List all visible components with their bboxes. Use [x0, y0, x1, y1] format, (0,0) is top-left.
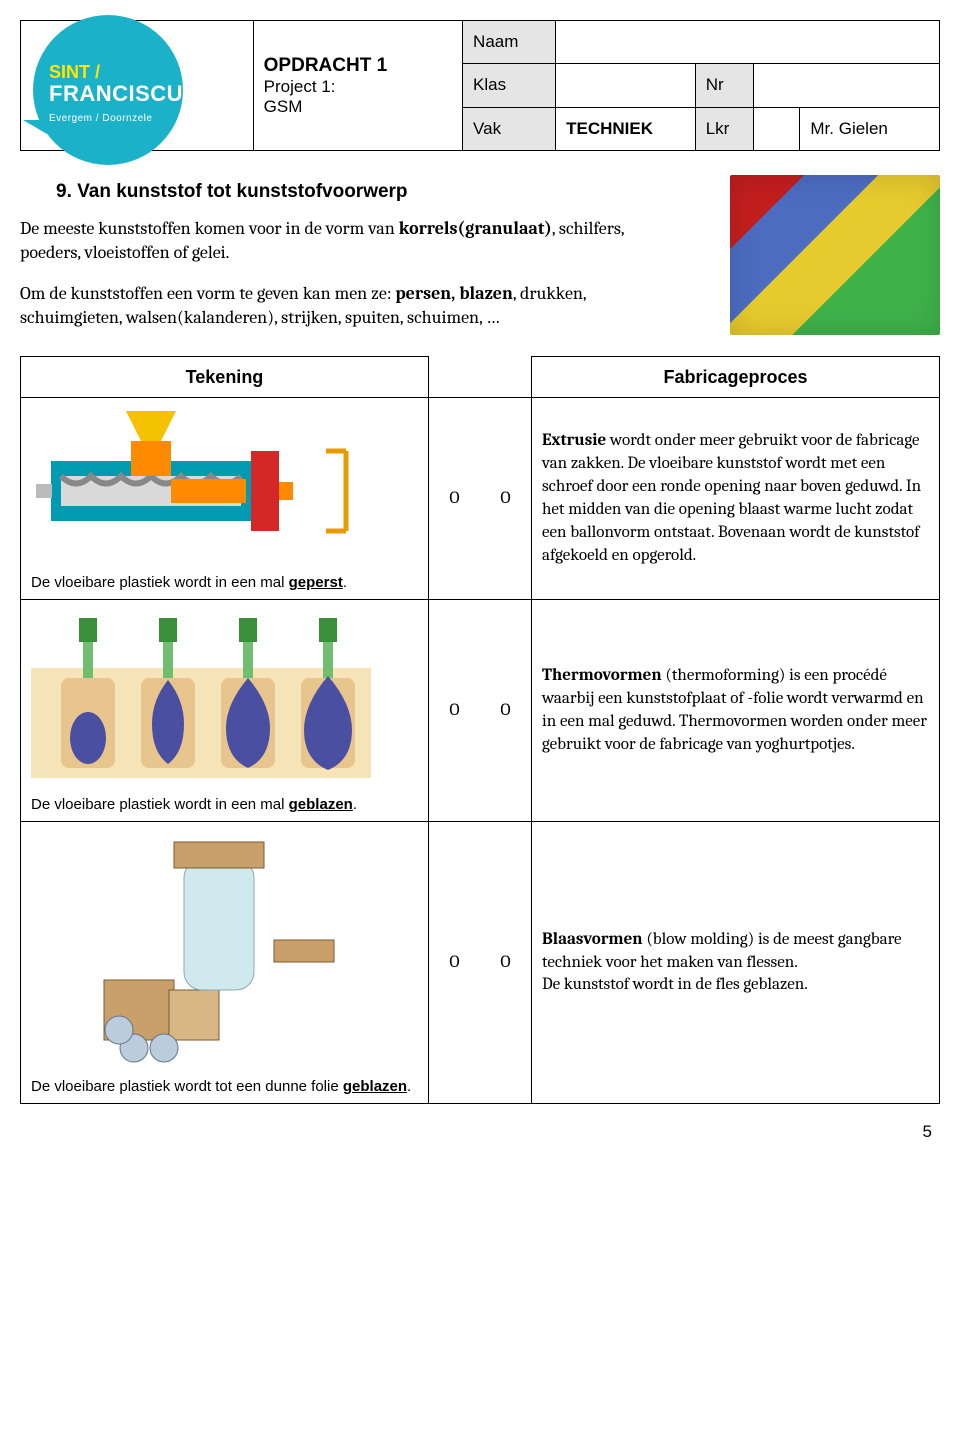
blow-molding-diagram — [31, 608, 371, 788]
cap3-pre: De vloeibare plastiek wordt tot een dunn… — [31, 1078, 343, 1095]
desc-thermo-text: Thermovormen (thermoforming) is een proc… — [542, 666, 927, 754]
naam-label: Naam — [463, 21, 556, 64]
cap1-u: geperst — [289, 574, 343, 591]
cap1-post: . — [343, 574, 347, 591]
logo-text: SINT / FRANCISCUS — [49, 63, 198, 105]
o-right-3[interactable]: O — [480, 822, 532, 1104]
extrusion-diagram — [31, 406, 371, 566]
desc-extrusie: Extrusie wordt onder meer gebruikt voor … — [532, 398, 940, 600]
col-head-tekening: Tekening — [21, 357, 429, 398]
desc-blaas-text: Blaasvormen (blow molding) is de meest g… — [542, 930, 902, 995]
project-line-1: Project 1: — [264, 77, 452, 97]
project-line-2: GSM — [264, 97, 452, 117]
cap3-u: geblazen — [343, 1078, 407, 1095]
worksheet-header: SINT / FRANCISCUS Evergem / Doornzele OP… — [20, 20, 940, 151]
logo-sub: Evergem / Doornzele — [49, 113, 152, 124]
desc-blaasvormen: Blaasvormen (blow molding) is de meest g… — [532, 822, 940, 1104]
film-blowing-diagram — [74, 830, 374, 1070]
logo-tail — [23, 120, 47, 134]
intro-paragraph-1: De meeste kunststoffen komen voor in de … — [20, 217, 660, 266]
cap1-pre: De vloeibare plastiek wordt in een mal — [31, 574, 289, 591]
vak-label: Vak — [463, 107, 556, 150]
lkr-blank[interactable] — [753, 107, 800, 150]
assignment-title: OPDRACHT 1 — [264, 55, 452, 77]
col-head-fabricage: Fabricageproces — [532, 357, 940, 398]
klas-label: Klas — [463, 64, 556, 107]
cap2-u: geblazen — [289, 796, 353, 813]
drawing-cell-film: De vloeibare plastiek wordt tot een dunn… — [21, 822, 429, 1104]
logo-line2: FRANCISCUS — [49, 81, 198, 106]
cap2-pre: De vloeibare plastiek wordt in een mal — [31, 796, 289, 813]
naam-value[interactable] — [556, 21, 940, 64]
logo-cell: SINT / FRANCISCUS Evergem / Doornzele — [21, 21, 254, 151]
vak-value: TECHNIEK — [556, 107, 696, 150]
section-heading-row: 9. Van kunststof tot kunststofvoorwerp D… — [20, 175, 940, 346]
page-number: 5 — [20, 1122, 940, 1142]
o-right-1[interactable]: O — [480, 398, 532, 600]
o-right-2[interactable]: O — [480, 600, 532, 822]
lkr-label: Lkr — [695, 107, 753, 150]
cap2-post: . — [353, 796, 357, 813]
lkr-value: Mr. Gielen — [800, 107, 940, 150]
cap3-post: . — [407, 1078, 411, 1095]
plastic-pellets-image — [730, 175, 940, 335]
drawing-cell-blow: De vloeibare plastiek wordt in een mal g… — [21, 600, 429, 822]
caption-1: De vloeibare plastiek wordt in een mal g… — [31, 574, 418, 591]
assignment-cell: OPDRACHT 1 Project 1: GSM — [253, 21, 462, 151]
desc-thermovormen: Thermovormen (thermoforming) is een proc… — [532, 600, 940, 822]
intro-paragraph-2: Om de kunststoffen een vorm te geven kan… — [20, 282, 660, 331]
logo-line1: SINT / — [49, 62, 100, 82]
desc-extrusie-text: Extrusie wordt onder meer gebruikt voor … — [542, 431, 921, 565]
intro1-bold: korrels(granulaat) — [399, 218, 552, 239]
caption-3: De vloeibare plastiek wordt tot een dunn… — [31, 1078, 418, 1095]
klas-value[interactable] — [556, 64, 696, 107]
o-left-2[interactable]: O — [428, 600, 480, 822]
intro2-bold: persen, blazen — [395, 283, 513, 304]
o-left-3[interactable]: O — [428, 822, 480, 1104]
o-left-1[interactable]: O — [428, 398, 480, 600]
drawing-cell-extrusion: De vloeibare plastiek wordt in een mal g… — [21, 398, 429, 600]
process-match-table: Tekening Fabricageproces De vloeibare pl… — [20, 356, 940, 1104]
section-text-block: 9. Van kunststof tot kunststofvoorwerp D… — [20, 175, 710, 346]
caption-2: De vloeibare plastiek wordt in een mal g… — [31, 796, 418, 813]
nr-label: Nr — [695, 64, 753, 107]
intro1-pre: De meeste kunststoffen komen voor in de … — [20, 218, 399, 239]
nr-value[interactable] — [753, 64, 939, 107]
intro2-pre: Om de kunststoffen een vorm te geven kan… — [20, 283, 395, 304]
section-title: 9. Van kunststof tot kunststofvoorwerp — [56, 181, 710, 203]
